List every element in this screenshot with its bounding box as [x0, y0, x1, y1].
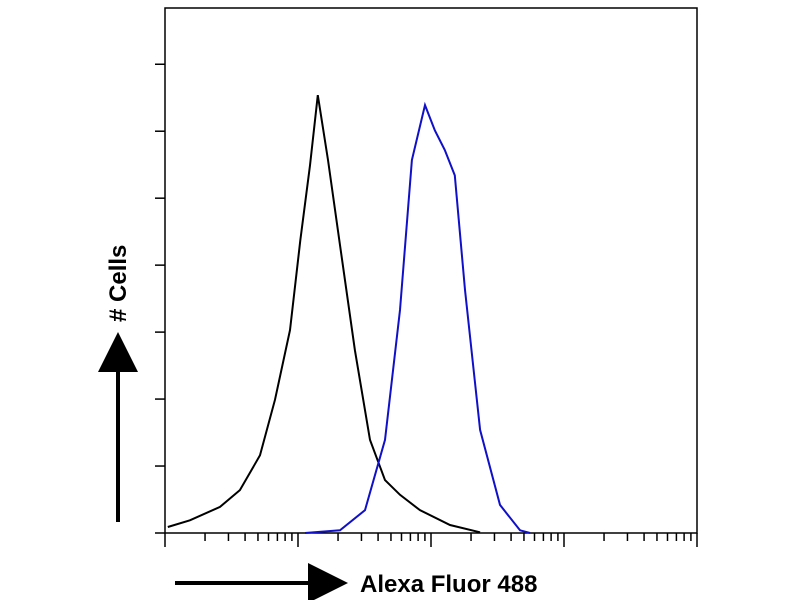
histogram-line [167, 94, 481, 534]
plot-frame [164, 7, 698, 534]
y-axis-label: # Cells [105, 245, 132, 322]
histogram-line [305, 101, 531, 534]
x-axis-label: Alexa Fluor 488 [360, 571, 537, 598]
